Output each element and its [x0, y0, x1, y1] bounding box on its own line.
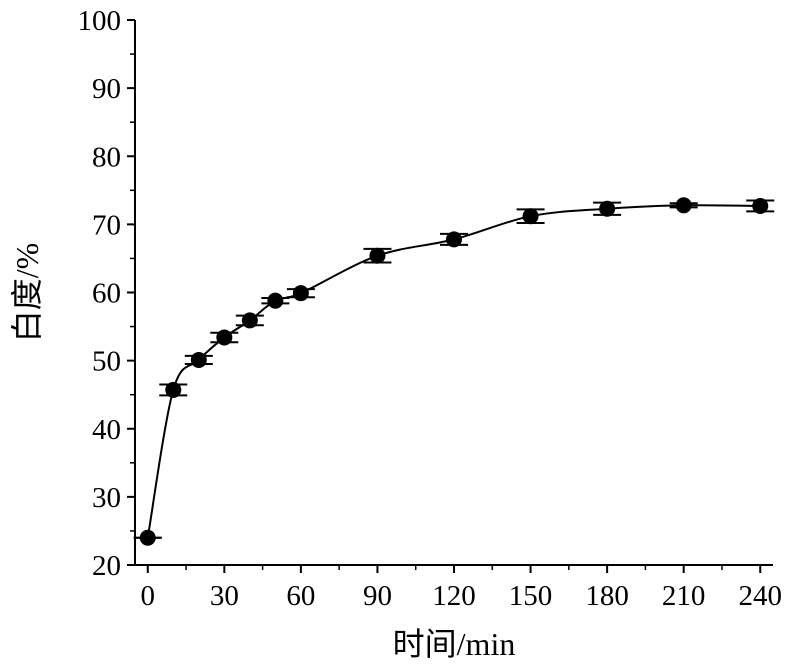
axes	[134, 20, 773, 566]
data-point	[369, 247, 386, 264]
y-tick-label: 50	[92, 346, 121, 378]
data-point	[165, 381, 182, 398]
data-point	[241, 312, 258, 329]
y-axis-ticks: 20 30 40 50 60 70 80 90 100	[78, 5, 135, 582]
x-tick-label: 60	[286, 580, 315, 612]
data-point	[599, 200, 616, 217]
x-tick-label: 210	[662, 580, 706, 612]
data-point	[752, 197, 769, 214]
y-tick-label: 70	[92, 209, 121, 241]
y-tick-label: 40	[92, 414, 121, 446]
y-axis-title: 白度/%	[9, 243, 45, 343]
data-point	[216, 329, 233, 346]
y-tick-label: 30	[92, 482, 121, 514]
x-tick-label: 0	[141, 580, 156, 612]
series-layer	[133, 197, 775, 546]
x-tick-label: 120	[432, 580, 476, 612]
data-point	[139, 529, 156, 546]
x-tick-label: 180	[585, 580, 629, 612]
y-tick-label: 20	[92, 550, 121, 582]
y-tick-label: 100	[78, 5, 122, 37]
data-point	[190, 351, 207, 368]
x-tick-label: 240	[738, 580, 782, 612]
x-axis-ticks: 0 30 60 90 120 150 180 210 240	[141, 565, 782, 612]
data-point	[267, 292, 284, 309]
data-point	[522, 208, 539, 225]
data-point	[446, 231, 462, 248]
x-tick-label: 90	[363, 580, 392, 612]
x-tick-label: 150	[509, 580, 553, 612]
x-axis-title: 时间/min	[393, 626, 516, 662]
y-tick-label: 90	[92, 73, 121, 105]
data-point	[675, 197, 692, 214]
x-tick-label: 30	[210, 580, 239, 612]
y-tick-label: 80	[92, 141, 121, 173]
y-tick-label: 60	[92, 278, 121, 310]
data-point	[292, 285, 309, 302]
series-line	[146, 204, 761, 538]
